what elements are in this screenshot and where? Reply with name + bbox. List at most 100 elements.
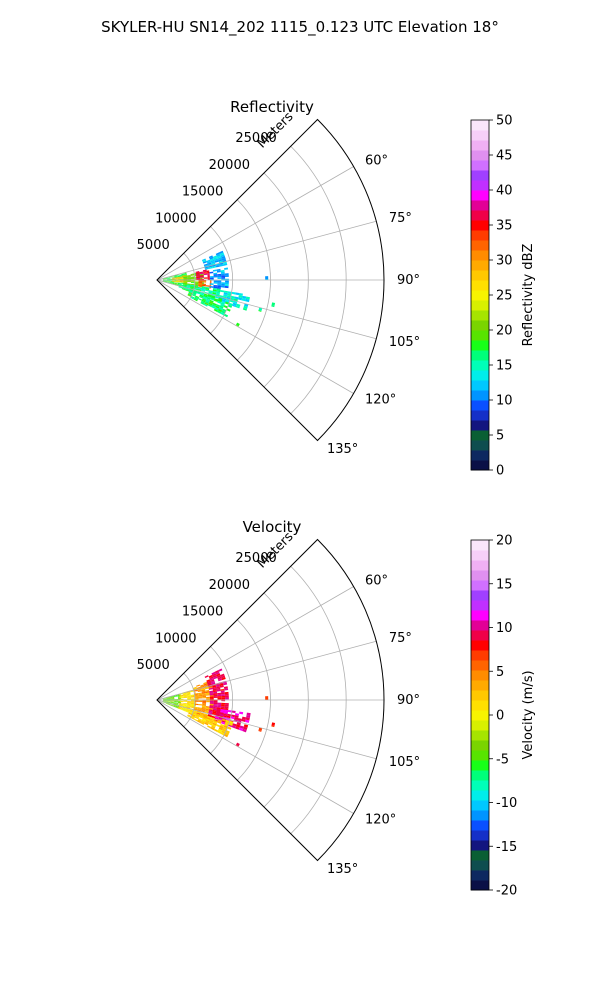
echo-cell <box>224 704 229 707</box>
echo-cell <box>213 728 218 732</box>
echo-cell <box>219 712 224 715</box>
echo-cell <box>197 690 202 693</box>
echo-cell <box>212 674 217 678</box>
echo-cell <box>223 305 228 309</box>
echo-cell <box>225 719 230 723</box>
angle-tick-label: 75° <box>389 631 412 646</box>
echo-cell <box>169 704 174 707</box>
echo-cell <box>211 262 216 266</box>
echo-cell <box>194 297 199 301</box>
echo-cell <box>192 711 197 714</box>
echo-cell <box>201 688 206 691</box>
angle-tick-label: 90° <box>397 273 420 288</box>
echo-cell <box>220 721 226 725</box>
echo-cell <box>210 718 215 722</box>
colorbar-swatch <box>471 770 489 781</box>
echo-cell <box>222 308 227 312</box>
colorbar-tick-label: -20 <box>496 884 517 899</box>
echo-cell <box>187 696 191 698</box>
echo-cell <box>205 694 210 696</box>
colorbar-swatch <box>471 290 489 301</box>
echo-cell <box>186 692 191 694</box>
range-tick-label: 10000 <box>155 211 196 226</box>
echo-cell <box>185 273 187 275</box>
echo-cell <box>209 693 214 696</box>
echo-cell <box>181 709 186 712</box>
echo-cell <box>211 304 216 308</box>
echo-cell <box>212 290 217 294</box>
echo-cell <box>209 276 214 278</box>
echo-cell <box>173 705 178 708</box>
colorbar-swatch <box>471 730 489 741</box>
echo-cell <box>207 294 212 298</box>
echo-cell <box>217 704 222 707</box>
echo-cell <box>212 686 217 690</box>
echo-cell <box>178 286 183 289</box>
echo-cell <box>211 305 216 309</box>
echo-cell <box>271 722 276 727</box>
echo-cell <box>213 280 218 283</box>
echo-cell <box>177 702 182 704</box>
echo-cell <box>200 721 205 725</box>
echo-cell <box>193 707 198 710</box>
echo-cell <box>201 709 206 712</box>
echo-cell <box>218 297 223 301</box>
echo-cell <box>209 692 214 695</box>
echo-cell <box>208 710 213 713</box>
echo-cell <box>193 298 198 302</box>
echo-cell <box>210 297 215 300</box>
echo-cell <box>212 292 217 295</box>
colorbar-swatch <box>471 750 489 761</box>
echo-cell <box>186 705 191 708</box>
echo-cell <box>223 263 228 266</box>
echo-cell <box>175 281 180 283</box>
echo-cell <box>223 294 228 297</box>
echo-cell <box>213 721 218 725</box>
colorbar-tick-label: 20 <box>496 324 513 339</box>
colorbar-swatch <box>471 790 489 801</box>
echo-cell <box>219 725 224 729</box>
echo-cell <box>208 255 213 259</box>
echo-cell <box>179 280 184 282</box>
echo-cell <box>194 693 199 695</box>
echo-cell <box>211 724 216 728</box>
echo-cell <box>187 698 192 700</box>
colorbar-swatch <box>471 550 489 561</box>
echo-cell <box>230 295 235 299</box>
echo-cell <box>183 696 188 698</box>
echo-cell <box>220 688 225 692</box>
echo-cell <box>182 705 187 708</box>
echo-cell <box>201 706 206 709</box>
echo-cell <box>183 277 188 279</box>
echo-cell <box>162 698 167 699</box>
angle-tick-label: 90° <box>397 693 420 708</box>
echo-cell <box>213 286 218 289</box>
echo-cell <box>166 281 171 283</box>
echo-cell <box>179 277 184 279</box>
echo-cell <box>205 288 210 291</box>
echo-cell <box>209 719 214 723</box>
echo-cell <box>201 691 206 694</box>
echo-cell <box>204 687 209 690</box>
echo-cell <box>182 692 187 695</box>
colorbar-swatch <box>471 220 489 231</box>
echo-cell <box>202 281 207 283</box>
echo-cell <box>162 701 167 704</box>
colorbar-swatch <box>471 240 489 251</box>
echo-cell <box>206 680 211 684</box>
echo-cell <box>226 294 232 298</box>
echo-cell <box>205 705 210 708</box>
echo-cell <box>221 275 226 278</box>
echo-cell <box>194 284 199 286</box>
echo-cell <box>178 707 183 710</box>
colorbar-swatch <box>471 400 489 411</box>
colorbar-label: Reflectivity dBZ <box>521 244 536 347</box>
echo-cell <box>223 686 228 689</box>
echo-cell <box>194 296 199 300</box>
echo-cell <box>188 711 193 715</box>
echo-cell <box>207 275 210 278</box>
echo-cell <box>177 274 182 277</box>
echo-cell <box>179 696 184 698</box>
echo-cell <box>203 713 208 716</box>
echo-cell <box>190 283 195 286</box>
